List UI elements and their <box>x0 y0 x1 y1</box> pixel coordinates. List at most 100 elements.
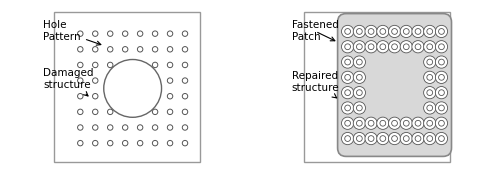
Circle shape <box>78 94 83 99</box>
Circle shape <box>392 29 398 34</box>
Circle shape <box>412 132 424 145</box>
Circle shape <box>353 87 366 99</box>
Circle shape <box>182 47 188 52</box>
Circle shape <box>344 44 350 50</box>
Circle shape <box>404 44 409 50</box>
Circle shape <box>78 47 83 52</box>
Circle shape <box>138 140 143 146</box>
Circle shape <box>353 56 366 68</box>
Circle shape <box>108 62 113 68</box>
Circle shape <box>168 125 173 130</box>
Circle shape <box>108 47 113 52</box>
Circle shape <box>353 41 366 53</box>
Circle shape <box>376 41 389 53</box>
Bar <box>54 12 200 162</box>
Circle shape <box>342 56 354 68</box>
Circle shape <box>438 136 444 141</box>
Circle shape <box>168 109 173 115</box>
Circle shape <box>353 132 366 145</box>
Circle shape <box>152 62 158 68</box>
Circle shape <box>108 109 113 115</box>
Circle shape <box>168 47 173 52</box>
Circle shape <box>400 41 412 53</box>
Circle shape <box>365 41 377 53</box>
Circle shape <box>356 105 362 111</box>
Circle shape <box>182 62 188 68</box>
Circle shape <box>356 29 362 34</box>
Circle shape <box>342 87 354 99</box>
Circle shape <box>104 59 162 117</box>
Circle shape <box>438 90 444 96</box>
Circle shape <box>344 74 350 80</box>
Circle shape <box>182 140 188 146</box>
Circle shape <box>436 56 448 68</box>
Circle shape <box>388 132 400 145</box>
Circle shape <box>356 44 362 50</box>
Circle shape <box>182 31 188 36</box>
Circle shape <box>380 44 386 50</box>
Circle shape <box>380 29 386 34</box>
Circle shape <box>436 25 448 38</box>
Circle shape <box>436 132 448 145</box>
Circle shape <box>400 25 412 38</box>
Circle shape <box>368 136 374 141</box>
Circle shape <box>356 74 362 80</box>
Circle shape <box>108 125 113 130</box>
Circle shape <box>404 120 409 126</box>
Circle shape <box>344 120 350 126</box>
Circle shape <box>92 31 98 36</box>
Circle shape <box>122 47 128 52</box>
Circle shape <box>365 25 377 38</box>
Circle shape <box>404 29 409 34</box>
Circle shape <box>365 117 377 129</box>
Circle shape <box>92 62 98 68</box>
Circle shape <box>122 31 128 36</box>
Circle shape <box>415 29 421 34</box>
Circle shape <box>424 56 436 68</box>
Circle shape <box>92 109 98 115</box>
Text: Hole
Pattern: Hole Pattern <box>44 20 101 45</box>
Circle shape <box>424 132 436 145</box>
Circle shape <box>342 25 354 38</box>
Circle shape <box>344 29 350 34</box>
Circle shape <box>365 132 377 145</box>
Circle shape <box>122 140 128 146</box>
Circle shape <box>368 29 374 34</box>
Circle shape <box>415 44 421 50</box>
Circle shape <box>427 74 432 80</box>
Circle shape <box>92 125 98 130</box>
Circle shape <box>427 59 432 65</box>
Circle shape <box>353 102 366 114</box>
Circle shape <box>356 59 362 65</box>
Circle shape <box>78 125 83 130</box>
Circle shape <box>78 140 83 146</box>
Circle shape <box>152 140 158 146</box>
Circle shape <box>427 136 432 141</box>
Circle shape <box>412 25 424 38</box>
Circle shape <box>353 117 366 129</box>
Circle shape <box>108 31 113 36</box>
Circle shape <box>424 87 436 99</box>
Circle shape <box>356 90 362 96</box>
Circle shape <box>182 109 188 115</box>
Circle shape <box>438 44 444 50</box>
Circle shape <box>138 47 143 52</box>
Circle shape <box>436 41 448 53</box>
Circle shape <box>424 102 436 114</box>
Circle shape <box>376 132 389 145</box>
Circle shape <box>168 94 173 99</box>
Circle shape <box>427 29 432 34</box>
Circle shape <box>344 136 350 141</box>
Circle shape <box>108 140 113 146</box>
Circle shape <box>152 109 158 115</box>
Circle shape <box>392 44 398 50</box>
Circle shape <box>152 31 158 36</box>
Circle shape <box>436 117 448 129</box>
Circle shape <box>342 71 354 83</box>
Circle shape <box>368 44 374 50</box>
Circle shape <box>424 117 436 129</box>
Circle shape <box>344 105 350 111</box>
Circle shape <box>342 117 354 129</box>
FancyBboxPatch shape <box>338 14 452 156</box>
Circle shape <box>182 78 188 83</box>
